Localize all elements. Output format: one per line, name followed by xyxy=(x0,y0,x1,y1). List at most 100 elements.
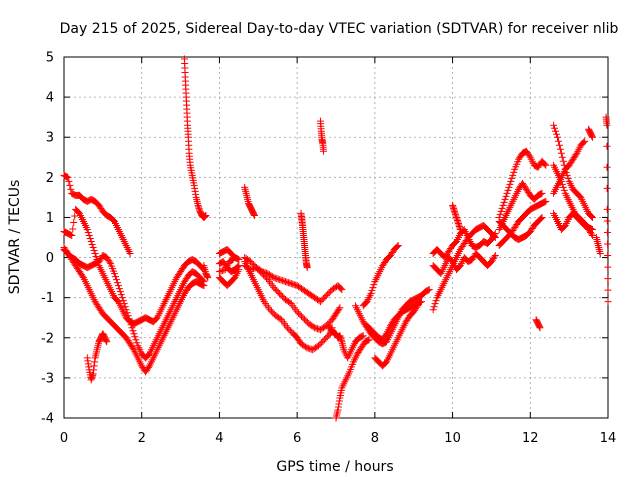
data-point xyxy=(542,161,550,169)
data-point xyxy=(215,268,223,276)
data-point xyxy=(317,339,325,347)
data-point xyxy=(266,306,274,314)
data-point xyxy=(283,324,291,332)
data-point xyxy=(248,259,256,267)
data-point xyxy=(271,274,279,282)
data-point xyxy=(497,207,505,215)
data-point xyxy=(603,205,611,213)
data-point xyxy=(550,121,558,129)
series-track-j xyxy=(241,258,336,354)
data-point xyxy=(337,285,345,293)
data-point xyxy=(394,242,402,250)
series-track-l xyxy=(241,262,346,306)
data-point xyxy=(293,308,301,316)
data-point xyxy=(500,198,508,206)
data-point xyxy=(91,250,99,258)
data-point xyxy=(289,280,297,288)
data-point xyxy=(122,306,130,314)
data-point xyxy=(603,217,611,225)
data-point xyxy=(504,186,512,194)
data-point xyxy=(129,344,137,352)
series-track-p xyxy=(332,336,373,422)
data-point xyxy=(604,286,612,294)
data-point xyxy=(320,336,328,344)
data-point xyxy=(113,279,121,287)
series-track-ah xyxy=(585,125,596,141)
data-point xyxy=(510,168,518,176)
x-tick-label: 12 xyxy=(522,431,539,446)
data-point xyxy=(367,290,375,298)
data-point xyxy=(130,330,138,338)
data-point xyxy=(507,177,515,185)
data-point xyxy=(588,225,596,233)
data-point xyxy=(603,121,611,129)
data-point xyxy=(290,281,298,289)
data-point xyxy=(87,238,95,246)
data-point xyxy=(257,267,265,275)
data-point xyxy=(279,277,287,285)
data-point xyxy=(324,290,332,298)
data-point xyxy=(564,174,572,182)
series-track-x xyxy=(449,201,464,233)
y-tick-label: -2 xyxy=(41,331,54,346)
data-point xyxy=(498,204,506,212)
data-point xyxy=(491,252,499,260)
data-point xyxy=(200,278,208,286)
y-tick-label: 1 xyxy=(46,211,54,226)
data-point xyxy=(70,218,78,226)
data-point xyxy=(302,317,310,325)
data-point xyxy=(322,292,330,300)
data-point xyxy=(276,276,284,284)
data-point xyxy=(491,229,499,237)
data-point xyxy=(83,225,91,233)
data-point xyxy=(604,275,612,283)
data-point xyxy=(228,256,236,264)
grid-lines xyxy=(64,57,608,418)
data-point xyxy=(321,293,329,301)
data-point xyxy=(537,214,545,222)
data-point xyxy=(296,311,304,319)
data-point xyxy=(541,160,549,168)
data-point xyxy=(116,288,124,296)
data-point xyxy=(424,286,432,294)
data-point xyxy=(276,290,284,298)
x-tick-label: 6 xyxy=(293,431,301,446)
data-point xyxy=(604,252,612,260)
data-point xyxy=(300,315,308,323)
data-point xyxy=(338,286,346,294)
data-point xyxy=(229,256,237,264)
x-tick-label: 2 xyxy=(138,431,146,446)
data-point xyxy=(588,213,596,221)
data-point xyxy=(145,363,153,371)
data-point xyxy=(580,138,588,146)
data-point xyxy=(67,231,75,239)
x-axis-label: GPS time / hours xyxy=(276,459,393,475)
x-tick-label: 0 xyxy=(60,431,68,446)
series-track-m xyxy=(297,209,311,272)
data-point xyxy=(114,282,122,290)
data-point xyxy=(499,201,507,209)
data-point xyxy=(63,173,71,181)
data-point xyxy=(319,295,327,303)
data-point xyxy=(66,181,74,189)
data-point xyxy=(270,284,278,292)
series-track-h xyxy=(215,246,243,290)
data-point xyxy=(286,327,294,335)
y-tick-label: -3 xyxy=(41,371,54,386)
data-point xyxy=(501,195,509,203)
data-point xyxy=(432,297,440,305)
data-point xyxy=(554,137,562,145)
data-point xyxy=(587,225,595,233)
data-point xyxy=(128,324,136,332)
data-point xyxy=(84,228,92,236)
data-point xyxy=(541,198,549,206)
data-point xyxy=(309,323,317,331)
y-tick-label: 0 xyxy=(46,251,54,266)
data-point xyxy=(133,339,141,347)
data-point xyxy=(204,274,212,282)
data-point xyxy=(303,344,311,352)
data-point xyxy=(287,280,295,288)
data-point xyxy=(557,177,565,185)
data-point xyxy=(414,302,422,310)
data-point xyxy=(358,332,366,340)
